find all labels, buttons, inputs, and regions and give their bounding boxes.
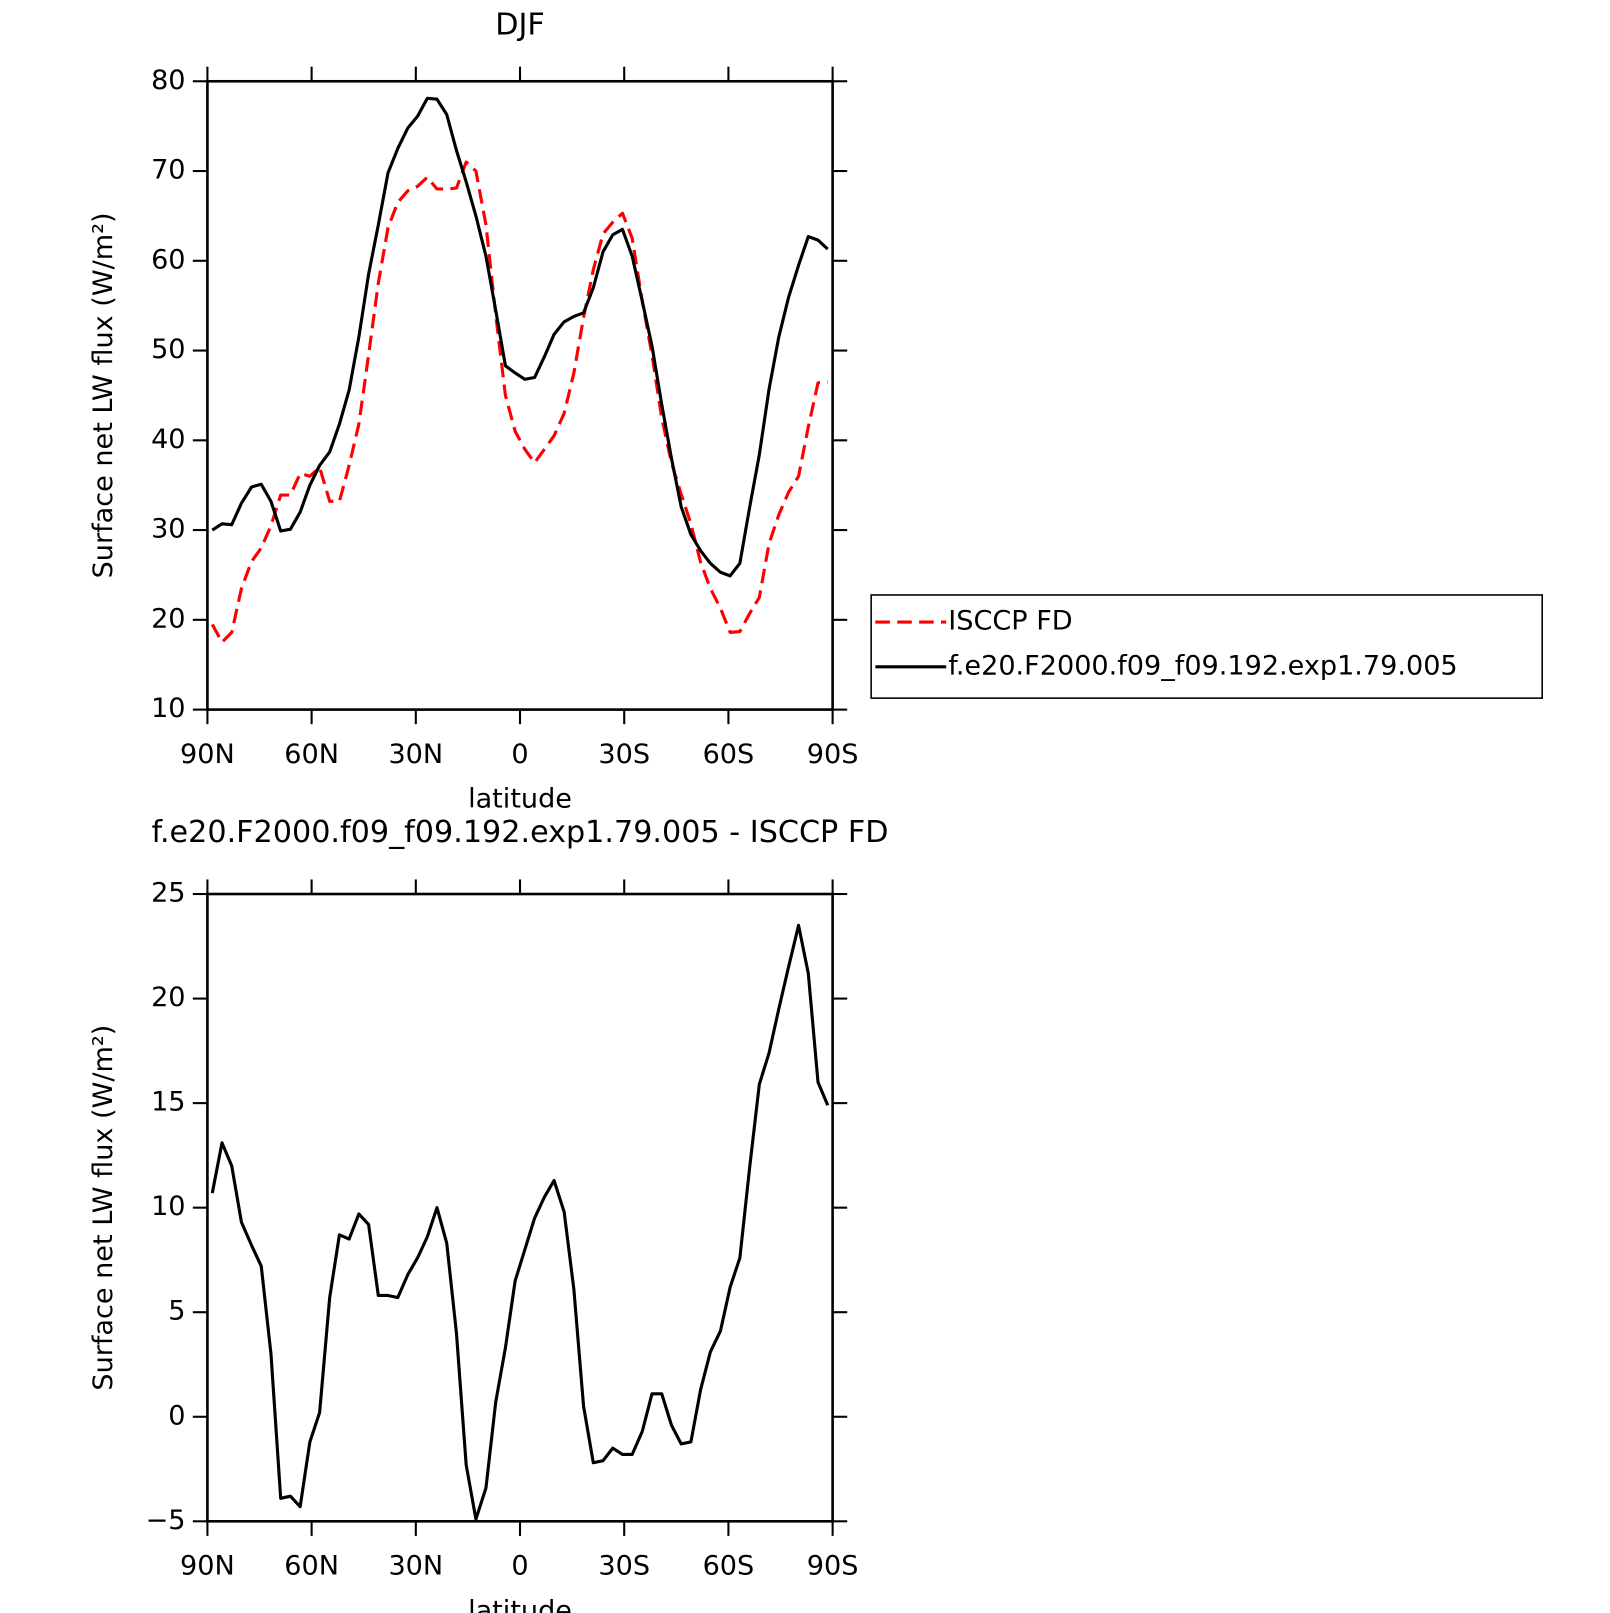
data-line	[210, 923, 830, 1521]
y-tick-label: 60	[151, 244, 185, 275]
y-tick-label: 40	[151, 424, 185, 455]
x-axis-label: latitude	[468, 784, 572, 815]
y-tick-label: 0	[168, 1400, 185, 1431]
legend-box	[870, 594, 1543, 699]
y-tick-label: 50	[151, 334, 185, 365]
x-tick-label: 60S	[703, 739, 755, 770]
x-tick-label: 60N	[284, 1551, 339, 1582]
chart-title: f.e20.F2000.f09_f09.192.exp1.79.005 - IS…	[152, 815, 889, 850]
plot-frame	[206, 892, 834, 1523]
x-axis-label: latitude	[468, 1595, 572, 1613]
x-tick-label: 30S	[598, 739, 650, 770]
x-tick-label: 90N	[180, 1551, 235, 1582]
legend-label: ISCCP FD	[948, 606, 1072, 637]
x-tick-label: 90N	[180, 739, 235, 770]
y-tick-label: 20	[151, 603, 185, 634]
y-tick-label: 10	[151, 1191, 185, 1222]
data-line	[211, 96, 829, 578]
y-tick-label: 20	[151, 982, 185, 1013]
x-tick-label: 0	[511, 739, 528, 770]
chart-title: DJF	[495, 8, 545, 43]
data-line	[210, 160, 828, 644]
x-tick-label: 60S	[703, 1551, 755, 1582]
y-tick-label: 5	[168, 1296, 185, 1327]
x-tick-label: 30N	[388, 1551, 443, 1582]
y-tick-label: 10	[151, 693, 185, 724]
y-tick-label: 30	[151, 514, 185, 545]
x-tick-label: 90S	[807, 1551, 859, 1582]
x-tick-label: 30S	[598, 1551, 650, 1582]
y-tick-label: 80	[151, 65, 185, 96]
y-tick-label: 15	[151, 1087, 185, 1118]
x-tick-label: 0	[511, 1551, 528, 1582]
x-tick-label: 30N	[388, 739, 443, 770]
y-tick-label: 70	[151, 155, 185, 186]
y-tick-label: 25	[151, 878, 185, 909]
x-tick-label: 90S	[807, 739, 859, 770]
plot-frame	[206, 79, 834, 711]
y-tick-label: −5	[146, 1505, 186, 1536]
x-tick-label: 60N	[284, 739, 339, 770]
legend-label: f.e20.F2000.f09_f09.192.exp1.79.005	[948, 650, 1457, 681]
y-axis-label: Surface net LW flux (W/m²)	[88, 1025, 119, 1391]
y-axis-label: Surface net LW flux (W/m²)	[88, 212, 119, 578]
